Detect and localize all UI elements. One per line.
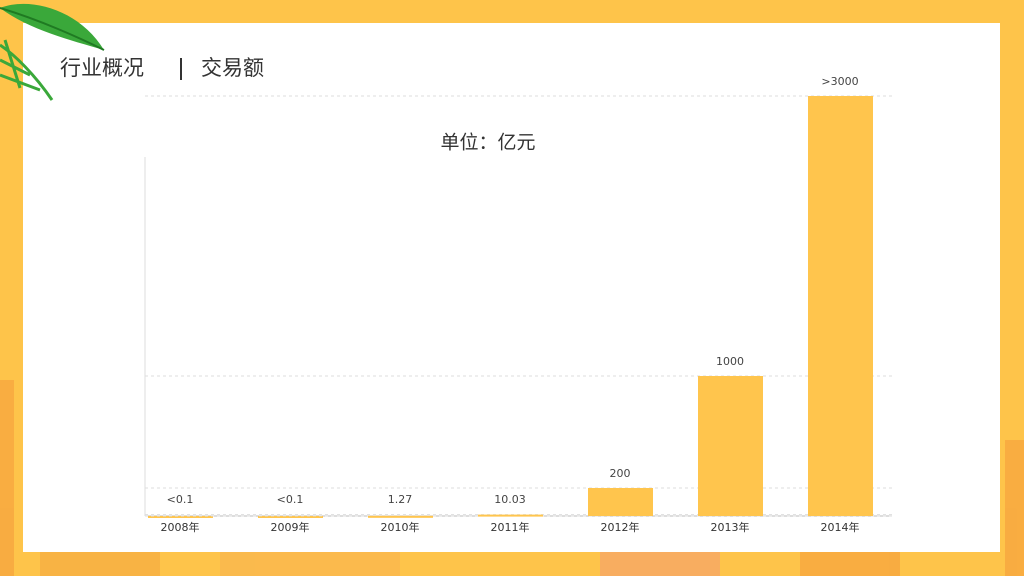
- value-label: 10.03: [494, 493, 526, 506]
- value-label: <0.1: [277, 493, 304, 506]
- x-tick-label: 2008年: [161, 520, 200, 534]
- bar: [808, 96, 873, 516]
- x-tick-label: 2009年: [271, 520, 310, 534]
- x-tick-label: 2013年: [711, 520, 750, 534]
- bar: [478, 514, 543, 517]
- x-tick-label: 2010年: [381, 520, 420, 534]
- header-subtitle: 交易额: [201, 56, 264, 80]
- value-label: 1000: [716, 355, 744, 368]
- bar: [588, 488, 653, 516]
- bar: [368, 515, 433, 518]
- value-label: >3000: [821, 75, 858, 88]
- x-tick-label: 2011年: [491, 520, 530, 534]
- bar: [698, 376, 763, 516]
- value-label: 1.27: [388, 493, 413, 506]
- chart-title: 单位：亿元: [440, 132, 535, 154]
- header-title: 行业概况: [60, 56, 144, 80]
- bar: [258, 515, 323, 518]
- x-tick-label: 2014年: [821, 520, 860, 534]
- value-label: <0.1: [167, 493, 194, 506]
- value-label: 200: [610, 467, 631, 480]
- bar: [148, 515, 213, 518]
- x-tick-label: 2012年: [601, 520, 640, 534]
- leaf-decor: [0, 3, 105, 101]
- city-decor: [0, 380, 1024, 576]
